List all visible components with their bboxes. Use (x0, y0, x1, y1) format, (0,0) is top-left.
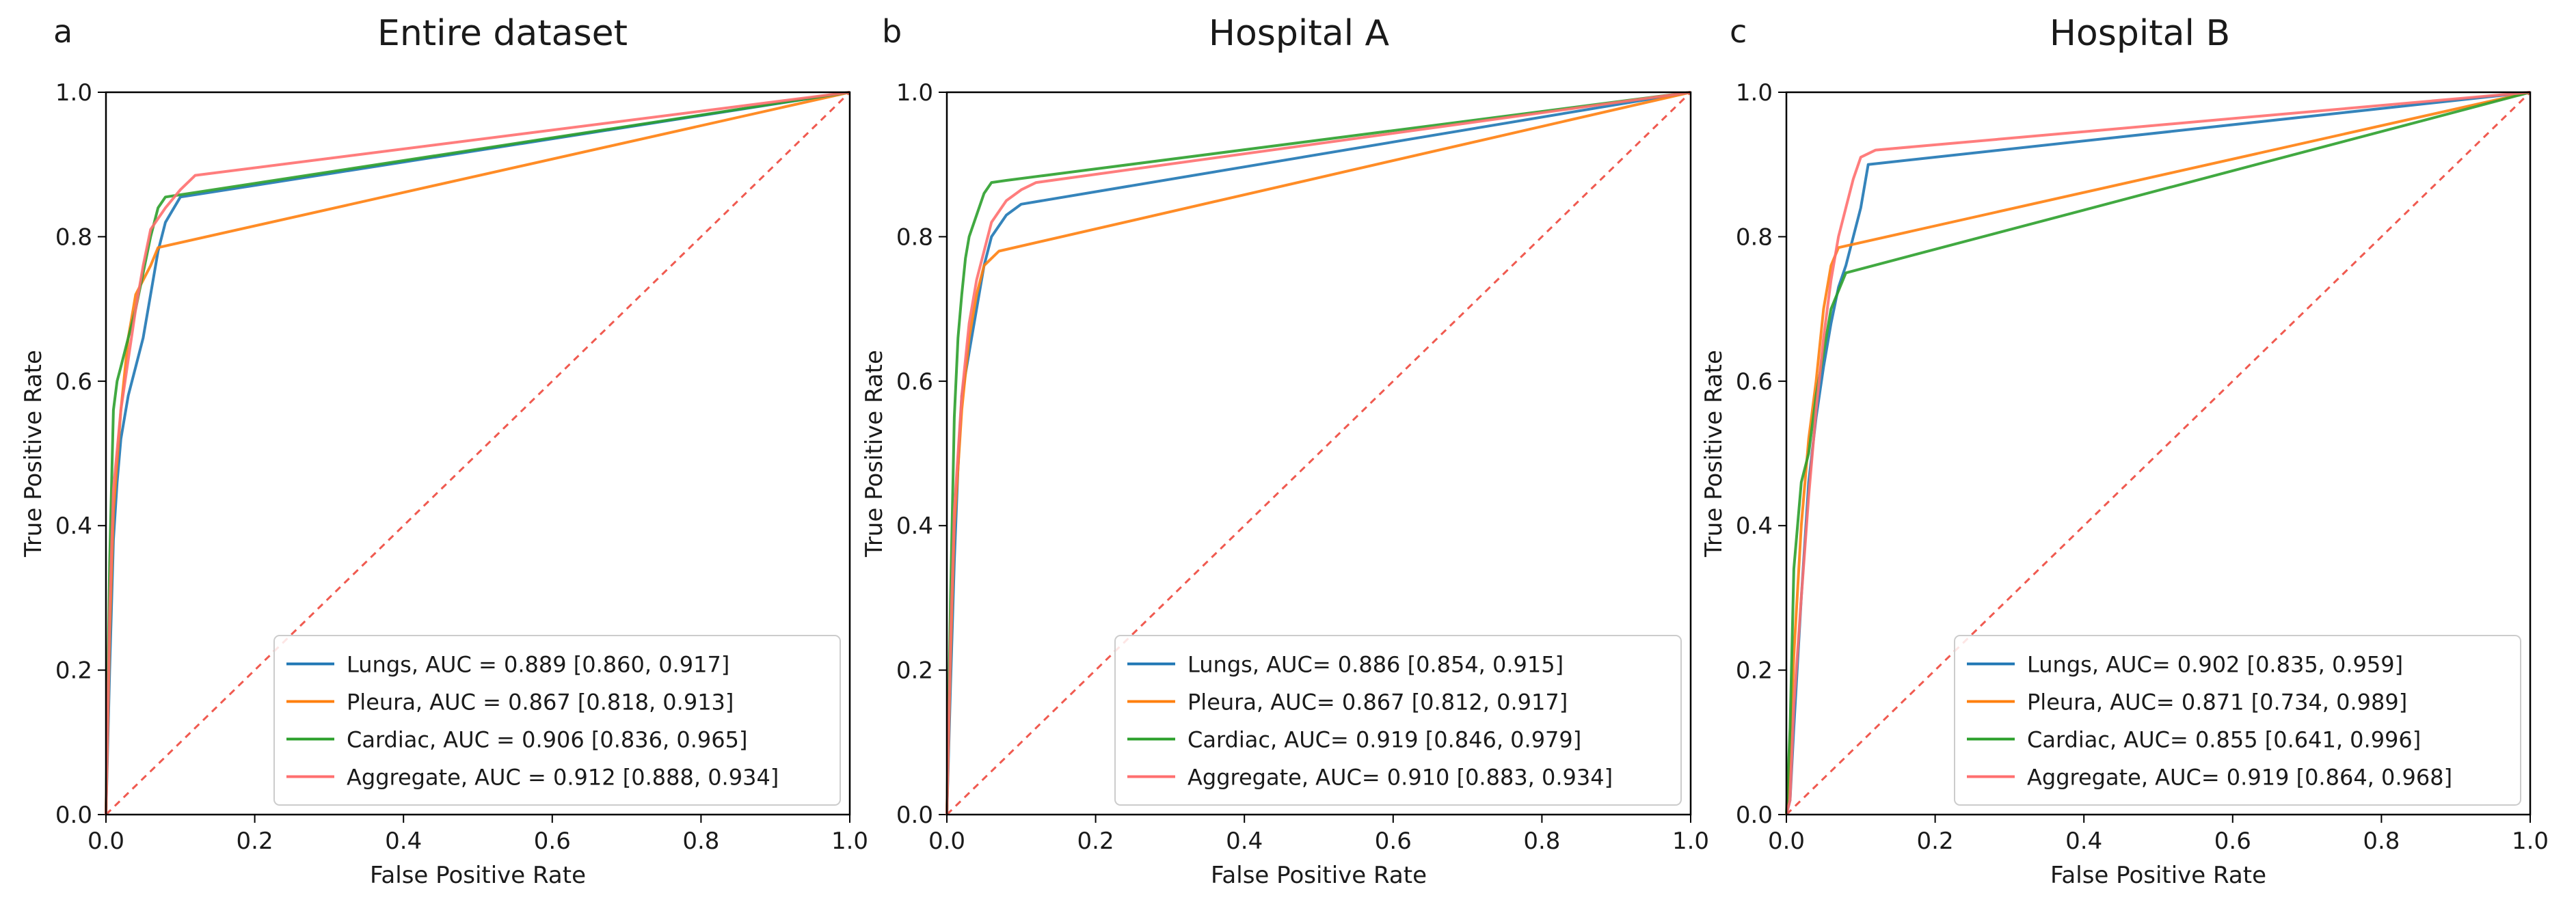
panel-label: c (1730, 13, 1747, 50)
x-tick-label: 0.6 (534, 828, 571, 855)
roc-line-cardiac (105, 91, 850, 815)
chart-title: Entire dataset (377, 13, 628, 54)
legend-entry: Pleura, AUC= 0.867 [0.812, 0.917] (1188, 690, 1568, 715)
legend-entry: Aggregate, AUC = 0.912 [0.888, 0.934] (347, 765, 779, 791)
y-tick-label: 1.0 (896, 79, 933, 107)
roc-line-aggregate (1785, 91, 2531, 815)
axes-frame (945, 91, 1692, 816)
x-tick-label: 0.2 (237, 828, 273, 855)
panel-label: a (53, 13, 72, 50)
x-tick-label: 0.2 (1077, 828, 1114, 855)
x-tick-label: 0.8 (682, 828, 719, 855)
legend-box (1954, 635, 2521, 806)
panel-c-hospital-b: c Hospital B 0.0 0.2 0.4 0.6 0.8 1.0 0.0 0.2 0.4 0.… (1700, 13, 2549, 889)
y-tick-label: 0.2 (1736, 657, 1773, 685)
legend: Lungs, AUC= 0.886 [0.854, 0.915] Pleura, … (1114, 635, 1682, 806)
panel-b-hospital-a: b Hospital A 0.0 0.2 0.4 0.6 0.8 1.0 0.0 0.2 0.4 0.… (861, 13, 1709, 889)
legend-entry: Lungs, AUC= 0.902 [0.835, 0.959] (2027, 652, 2403, 678)
x-tick-label: 0.8 (1523, 828, 1560, 855)
panel-a-entire-dataset: a Entire dataset 0.0 0.2 0.4 0.6 0.8 1.0 0.0 0.2 0… (20, 13, 868, 889)
legend-entry: Cardiac, AUC= 0.855 [0.641, 0.996] (2027, 727, 2421, 753)
x-axis-label: False Positive Rate (2050, 862, 2266, 889)
roc-line-aggregate (945, 91, 1691, 815)
x-tick-label: 1.0 (1672, 828, 1709, 855)
axes-frame (1785, 91, 2532, 816)
legend-entry: Aggregate, AUC= 0.919 [0.864, 0.968] (2027, 765, 2452, 791)
x-tick-label: 1.0 (2512, 828, 2549, 855)
y-tick-label: 0.8 (55, 223, 92, 251)
y-tick-label: 0.4 (1736, 513, 1773, 540)
legend-entry: Pleura, AUC= 0.871 [0.734, 0.989] (2027, 690, 2407, 715)
y-tick-label: 0.6 (1736, 368, 1773, 396)
axes-frame (105, 91, 851, 816)
legend-entry: Lungs, AUC = 0.889 [0.860, 0.917] (347, 652, 729, 678)
chart-title: Hospital A (1209, 13, 1390, 54)
y-tick-label: 0.0 (896, 802, 933, 829)
roc-line-aggregate (105, 91, 850, 815)
chance-diagonal-line (945, 91, 1692, 816)
y-axis-label: True Positive Rate (20, 350, 47, 558)
x-tick-label: 0.0 (1768, 828, 1805, 855)
x-tick-label: 0.6 (1375, 828, 1412, 855)
y-tick-label: 0.6 (55, 368, 92, 396)
x-tick-label: 0.4 (385, 828, 422, 855)
x-tick-label: 0.0 (928, 828, 965, 855)
legend-entry: Aggregate, AUC= 0.910 [0.883, 0.934] (1188, 765, 1613, 791)
legend-box (1114, 635, 1682, 806)
y-tick-label: 0.2 (896, 657, 933, 685)
x-tick-label: 0.4 (2065, 828, 2102, 855)
x-tick-label: 1.0 (831, 828, 868, 855)
legend: Lungs, AUC = 0.889 [0.860, 0.917] Pleura,… (273, 635, 841, 806)
x-tick-label: 0.2 (1917, 828, 1954, 855)
y-tick-label: 0.2 (55, 657, 92, 685)
y-tick-label: 0.0 (55, 802, 92, 829)
y-tick-label: 0.8 (896, 223, 933, 251)
x-axis-label: False Positive Rate (1211, 862, 1427, 889)
legend-box (273, 635, 841, 806)
x-tick-label: 0.4 (1226, 828, 1263, 855)
chance-diagonal-line (105, 91, 851, 816)
x-axis-label: False Positive Rate (370, 862, 586, 889)
y-tick-label: 0.8 (1736, 223, 1773, 251)
chance-diagonal-line (1785, 91, 2532, 816)
y-tick-label: 0.0 (1736, 802, 1773, 829)
x-tick-label: 0.0 (88, 828, 124, 855)
y-tick-label: 0.4 (55, 513, 92, 540)
y-tick-label: 1.0 (55, 79, 92, 107)
x-tick-label: 0.8 (2363, 828, 2400, 855)
legend-entry: Lungs, AUC= 0.886 [0.854, 0.915] (1188, 652, 1564, 678)
roc-line-cardiac (945, 91, 1691, 815)
legend-entry: Cardiac, AUC = 0.906 [0.836, 0.965] (347, 727, 747, 753)
legend-entry: Cardiac, AUC= 0.919 [0.846, 0.979] (1188, 727, 1581, 753)
y-tick-label: 0.4 (896, 513, 933, 540)
chart-title: Hospital B (2050, 13, 2230, 54)
roc-line-cardiac (1785, 91, 2531, 815)
legend-entry: Pleura, AUC = 0.867 [0.818, 0.913] (347, 690, 734, 715)
y-axis-label: True Positive Rate (861, 350, 888, 558)
legend: Lungs, AUC= 0.902 [0.835, 0.959] Pleura, … (1954, 635, 2521, 806)
panel-label: b (882, 13, 902, 50)
x-tick-label: 0.6 (2214, 828, 2251, 855)
y-axis-label: True Positive Rate (1700, 350, 1728, 558)
y-tick-label: 1.0 (1736, 79, 1773, 107)
y-tick-label: 0.6 (896, 368, 933, 396)
